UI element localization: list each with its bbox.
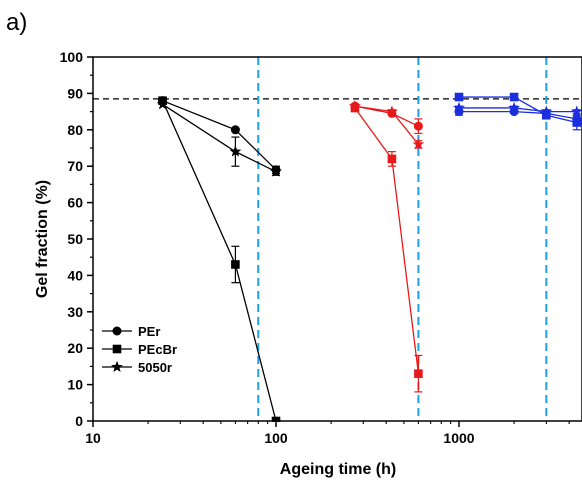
series-line [354, 107, 420, 374]
data-point-star [540, 105, 553, 117]
data-point-star [156, 98, 169, 110]
x-axis-title: Ageing time (h) [280, 461, 396, 478]
data-point-star [412, 138, 425, 150]
legend-marker-circle [112, 326, 122, 336]
y-tick-label: 20 [67, 340, 83, 356]
series-line [459, 96, 577, 124]
data-point-circle [230, 125, 240, 135]
legend-marker-square [112, 344, 122, 354]
legend-marker-star [111, 360, 123, 373]
y-tick-label: 90 [67, 85, 83, 101]
y-tick-label: 70 [67, 158, 83, 174]
data-point-star [508, 101, 520, 113]
data-point-square [414, 369, 423, 378]
data-point-square [271, 416, 281, 422]
x-tick-label: 1000 [443, 430, 474, 446]
y-tick-label: 50 [67, 231, 83, 247]
data-point-square [509, 92, 519, 102]
legend-label: PEr [138, 324, 160, 339]
legend-label: 5050r [138, 360, 172, 375]
data-point-square [542, 110, 551, 120]
data-point-star [453, 101, 465, 113]
data-point-square [387, 154, 397, 164]
data-point-star [270, 165, 282, 177]
y-tick-label: 60 [67, 195, 83, 211]
series-line [459, 110, 577, 120]
x-tick-label: 100 [264, 430, 288, 446]
y-tick-label: 40 [67, 267, 83, 283]
data-point-star [386, 105, 398, 117]
data-point-star [349, 99, 361, 112]
data-point-circle [413, 121, 423, 131]
data-point-star [229, 145, 242, 157]
y-tick-label: 80 [67, 122, 83, 138]
data-point-square [454, 92, 464, 102]
y-axis-title: Gel fraction (%) [34, 180, 51, 298]
data-point-star [570, 105, 582, 117]
y-tick-label: 0 [75, 413, 83, 429]
x-tick-label: 10 [85, 430, 101, 446]
data-point-square [231, 260, 240, 269]
panel-label: a) [6, 9, 27, 36]
y-tick-label: 100 [60, 49, 84, 65]
plot-area [93, 57, 582, 422]
legend: PEr PEcBr 5050r [102, 324, 177, 375]
y-tick-label: 10 [67, 377, 83, 393]
data-point-square [572, 118, 582, 127]
series-line [354, 105, 419, 127]
y-tick-label: 30 [67, 304, 83, 320]
series-line [459, 107, 577, 113]
legend-label: PEcBr [138, 342, 177, 357]
